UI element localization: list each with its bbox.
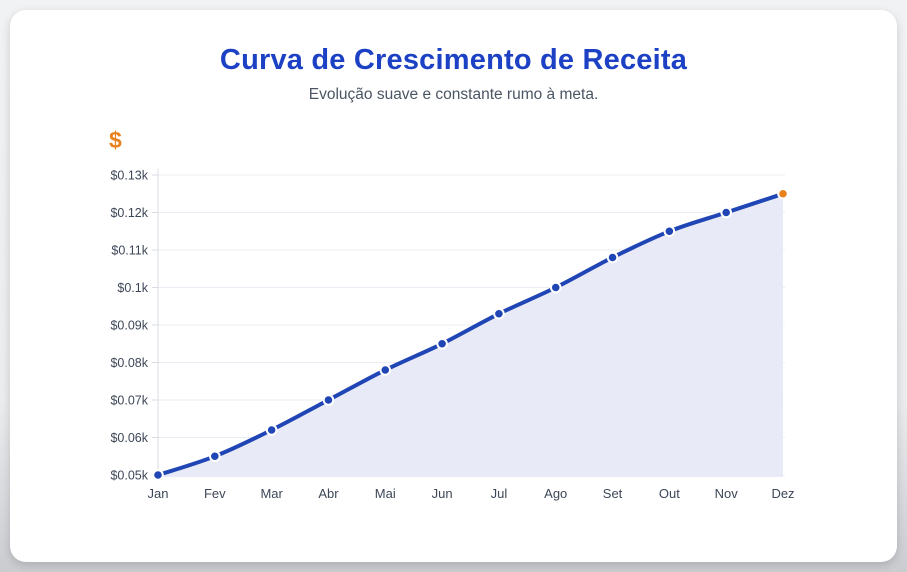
chart-title: Curva de Crescimento de Receita — [219, 44, 688, 76]
data-point[interactable] — [152, 469, 164, 481]
chart-subtitle: Evolução suave e constante rumo à meta. — [308, 86, 599, 103]
y-tick-label: $0.12k — [110, 206, 148, 220]
data-point[interactable] — [209, 450, 221, 463]
x-tick-label: Jul — [491, 486, 508, 501]
y-axis-title: $ — [109, 127, 122, 153]
data-point[interactable] — [549, 281, 562, 294]
data-point[interactable] — [322, 394, 335, 406]
y-tick-label: $0.08k — [110, 356, 148, 370]
x-tick-label: Out — [659, 486, 680, 501]
data-point[interactable] — [606, 251, 619, 264]
x-tick-label: Mar — [260, 486, 283, 501]
y-tick-label: $0.07k — [110, 394, 148, 408]
x-tick-label: Mai — [375, 486, 396, 501]
x-tick-label: Jan — [148, 486, 169, 501]
x-tick-label: Nov — [715, 486, 739, 501]
data-point[interactable] — [436, 337, 448, 350]
x-tick-label: Fev — [204, 486, 226, 501]
data-point[interactable] — [493, 307, 505, 320]
data-point[interactable] — [265, 424, 278, 436]
x-tick-label: Abr — [318, 486, 339, 501]
y-tick-label: $0.11k — [111, 244, 148, 258]
y-tick-label: $0.13k — [110, 169, 148, 183]
data-point[interactable] — [379, 364, 392, 376]
revenue-area-fill — [158, 193, 783, 478]
data-point[interactable] — [663, 225, 676, 238]
chart-area[interactable]: $ $0.05k $0.06k $0.07k $0.08k $0.09k $0.1k $0.… — [90, 125, 810, 510]
data-point-final[interactable] — [777, 187, 789, 200]
y-tick-label: $0.1k — [117, 281, 148, 295]
y-tick-label: $0.05k — [110, 469, 148, 483]
x-tick-label: Ago — [544, 486, 567, 501]
x-tick-label: Set — [603, 486, 623, 501]
x-tick-label: Jun — [432, 486, 453, 501]
y-tick-label: $0.09k — [110, 319, 148, 333]
y-tick-label: $0.06k — [110, 431, 148, 445]
x-tick-label: Dez — [771, 486, 794, 501]
data-point[interactable] — [720, 206, 732, 219]
chart-card: Curva de Crescimento de Receita Evolução… — [10, 10, 897, 562]
revenue-chart-svg[interactable]: $0.05k $0.06k $0.07k $0.08k $0.09k $0.1k $0.11… — [90, 125, 810, 510]
